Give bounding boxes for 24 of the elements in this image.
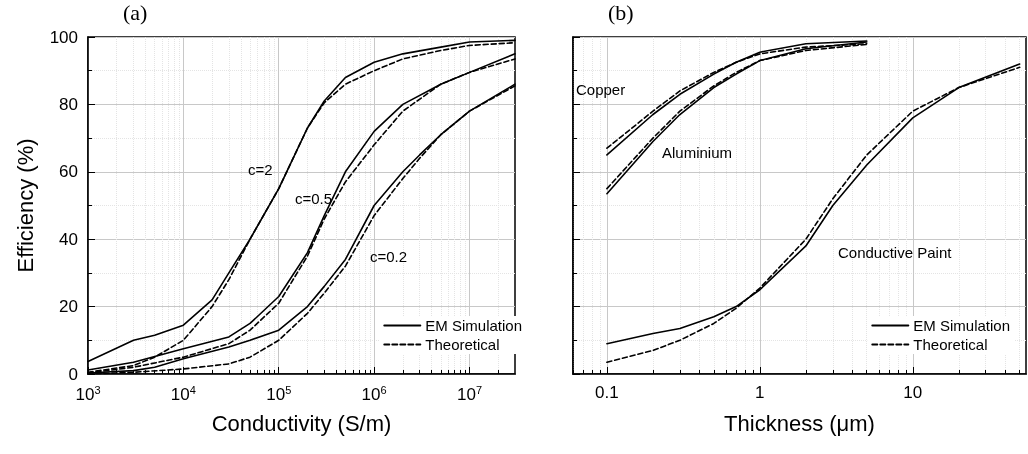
legend-label: Theoretical xyxy=(913,336,988,353)
x-tick-label: 1 xyxy=(755,383,765,402)
y-tick-label: 20 xyxy=(59,297,78,317)
x-axis-title: Thickness (μm) xyxy=(724,410,875,436)
annotation: Aluminium xyxy=(662,144,733,161)
annotation: c=0.2 xyxy=(370,248,408,265)
y-tick-label: 100 xyxy=(49,27,78,47)
x-axis-title: Conductivity (S/m) xyxy=(211,410,392,436)
legend-label: Theoretical xyxy=(425,336,500,353)
legend-label: EM Simulation xyxy=(913,317,1010,334)
y-tick-label: 80 xyxy=(59,94,78,114)
y-axis-title: Efficiency (%) xyxy=(12,138,38,273)
chart-title: (b) xyxy=(608,0,634,25)
chart-title: (a) xyxy=(123,0,148,25)
y-tick-label: 0 xyxy=(68,364,78,384)
annotation: c=2 xyxy=(248,161,273,178)
x-tick-label: 0.1 xyxy=(595,383,619,402)
legend-label: EM Simulation xyxy=(425,317,522,334)
x-tick-label: 10 xyxy=(903,383,923,402)
y-tick-label: 40 xyxy=(59,229,78,249)
annotation: Copper xyxy=(576,81,626,98)
annotation: c=0.5 xyxy=(295,190,333,207)
annotation: Conductive Paint xyxy=(838,244,953,261)
y-tick-label: 60 xyxy=(59,162,78,182)
